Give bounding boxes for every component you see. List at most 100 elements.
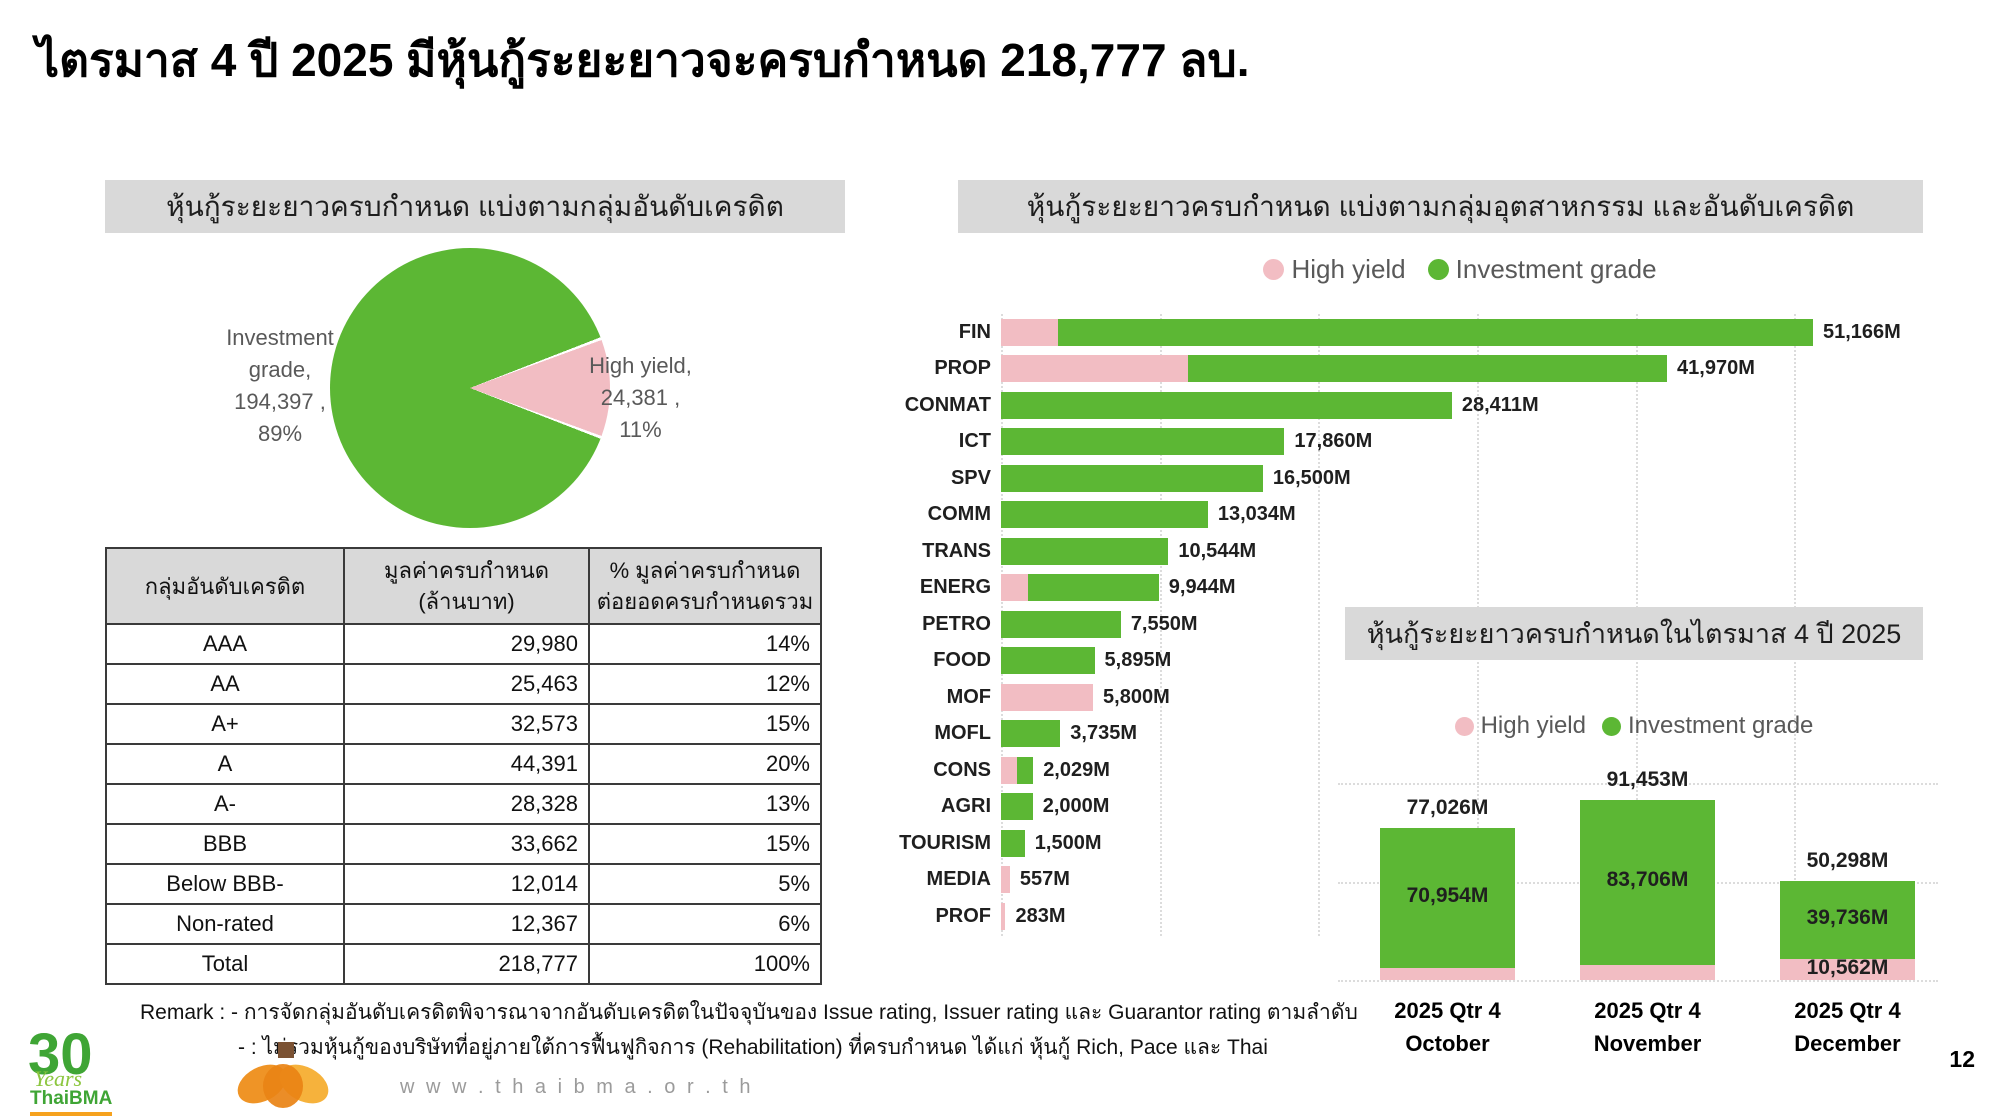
industry-bar-row: CONS 2,029M (861, 752, 1961, 789)
investment-grade-label: 39,736M (1806, 906, 1889, 930)
investment-grade-segment (1580, 800, 1715, 965)
industry-value-label: 5,800M (1103, 685, 1170, 708)
table-cell: AA (105, 663, 345, 705)
industry-bar (1001, 355, 1668, 383)
thaibma-flower-icon (237, 1042, 329, 1108)
table-cell: 14% (588, 623, 822, 665)
investment-grade-dot-icon (1427, 259, 1449, 280)
industry-value-label: 51,166M (1822, 320, 1901, 343)
investment-grade-dot-icon (1601, 716, 1621, 736)
industry-category-label: MOF (946, 685, 991, 708)
industry-bar (1001, 537, 1169, 565)
table-cell: BBB (105, 823, 345, 865)
investment-grade-label: 70,954M (1406, 884, 1489, 908)
table-row: A- 28,328 13% (105, 783, 822, 825)
high-yield-segment (1580, 964, 1715, 980)
table-cell: 13% (588, 783, 822, 825)
investment-grade-segment (1001, 793, 1033, 821)
legend-item-investment-grade: Investment grade (1601, 712, 1814, 740)
table-cell: 5% (588, 863, 822, 905)
industry-bar (1001, 866, 1010, 894)
industry-bar-row: ENERG 9,944M (861, 570, 1961, 607)
table-row: Below BBB- 12,014 5% (105, 863, 822, 905)
industry-bar-row: AGRI 2,000M (861, 789, 1961, 826)
industry-bar-row: PETRO 7,550M (861, 606, 1961, 643)
table-row: A+ 32,573 15% (105, 703, 822, 745)
industry-value-label: 41,970M (1677, 357, 1755, 380)
website-text: w w w . t h a i b m a . o r . t h (400, 1076, 754, 1098)
credit-table-header-cell: กลุ่มอันดับเครดิต (105, 547, 345, 625)
industry-value-label: 9,944M (1168, 576, 1236, 599)
industry-bar (1001, 464, 1263, 492)
legend-label: High yield (1480, 712, 1586, 739)
remark-line-2: - : ไม่รวมหุ้นกู้ของบริษัทที่อยู่ภายใต้ก… (238, 1036, 1268, 1059)
investment-grade-segment (1001, 647, 1095, 675)
table-row: AA 25,463 12% (105, 663, 822, 705)
table-cell: 28,328 (343, 783, 590, 825)
table-cell: 12,014 (343, 863, 590, 905)
industry-value-label: 5,895M (1104, 649, 1172, 672)
industry-category-label: TRANS (922, 539, 991, 562)
table-cell: 20% (588, 743, 822, 785)
industry-bar-row: MOF 5,800M (861, 679, 1961, 716)
high-yield-segment (1001, 683, 1094, 711)
industry-bar-row: MOFL 3,735M (861, 716, 1961, 753)
column-x-axis-label: 2025 Qtr 4 November (1593, 998, 1702, 1056)
table-cell: 6% (588, 903, 822, 945)
table-cell: 15% (588, 823, 822, 865)
industry-panel-header: หุ้นกู้ระยะยาวครบกำหนด แบ่งตามกลุ่มอุตสา… (958, 180, 1923, 233)
legend-label: Investment grade (1627, 712, 1814, 739)
high-yield-segment (1001, 902, 1006, 930)
investment-grade-segment (1001, 610, 1121, 638)
table-cell: A (105, 743, 345, 785)
industry-category-label: ICT (958, 430, 991, 453)
high-yield-segment (1001, 756, 1017, 784)
column-total-label: 77,026M (1406, 796, 1489, 820)
industry-category-label: FOOD (933, 649, 991, 672)
page-number: 12 (1949, 1046, 1975, 1072)
industry-bar-row: ICT 17,860M (861, 424, 1961, 461)
table-cell: Below BBB- (105, 863, 345, 905)
investment-grade-label: 83,706M (1606, 868, 1689, 892)
industry-value-label: 13,034M (1217, 503, 1296, 526)
high-yield-segment (1380, 968, 1515, 980)
investment-grade-segment (1058, 318, 1813, 346)
remark-line-1: Remark : - การจัดกลุ่มอันดับเครดิตพิจารณ… (140, 1001, 1358, 1024)
industry-value-label: 17,860M (1294, 430, 1373, 453)
logo-brand-text: ThaiBMA (30, 1088, 113, 1116)
thaibma-30years-logo: 30 (28, 1022, 93, 1087)
industry-category-label: MEDIA (926, 868, 991, 891)
gridline (1338, 980, 1938, 982)
investment-grade-segment (1001, 464, 1263, 492)
logo-years-text: Years (34, 1066, 83, 1091)
industry-bar (1001, 610, 1121, 638)
industry-bar (1001, 683, 1094, 711)
industry-chart-rows: FIN 51,166M PROP 41,970M CONMAT 28,411M ICT 17,… (861, 314, 1961, 935)
investment-grade-segment (1001, 501, 1208, 529)
investment-grade-segment (1016, 756, 1034, 784)
industry-value-label: 7,550M (1130, 612, 1198, 635)
industry-bar-row: COMM 13,034M (861, 497, 1961, 534)
pie-label-high-yield: High yield, 24,381 , 11% (589, 353, 692, 442)
industry-value-label: 2,029M (1043, 758, 1110, 781)
industry-bar (1001, 318, 1813, 346)
table-cell: 32,573 (343, 703, 590, 745)
table-row: Total 218,777 100% (105, 943, 822, 985)
investment-grade-segment (1188, 355, 1668, 383)
industry-bar-row: TOURISM 1,500M (861, 825, 1961, 862)
credit-table: กลุ่มอันดับเครดิต มูลค่าครบกำหนด (ล้านบาท… (105, 547, 822, 985)
table-cell: Non-rated (105, 903, 345, 945)
table-cell: 29,980 (343, 623, 590, 665)
page-title: ไตรมาส 4 ปี 2025 มีหุ้นกู้ระยะยาวจะครบกำ… (36, 34, 1250, 86)
industry-legend: High yield Investment grade (1000, 254, 1920, 285)
high-yield-label: 10,562M (1806, 955, 1889, 979)
gridline (1318, 314, 1321, 936)
industry-category-label: MOFL (934, 722, 991, 745)
industry-value-label: 1,500M (1034, 831, 1102, 854)
credit-panel-header: หุ้นกู้ระยะยาวครบกำหนด แบ่งตามกลุ่มอันดั… (105, 180, 845, 233)
investment-grade-segment (1001, 537, 1169, 565)
table-row: BBB 33,662 15% (105, 823, 822, 865)
quarter-panel-header: หุ้นกู้ระยะยาวครบกำหนดในไตรมาส 4 ปี 2025 (1345, 607, 1923, 660)
industry-category-label: CONS (933, 758, 991, 781)
quarter-stacked-chart: 77,026M 70,954M 2025 Qtr 4 October 91,453M 8… (1338, 768, 1940, 1078)
